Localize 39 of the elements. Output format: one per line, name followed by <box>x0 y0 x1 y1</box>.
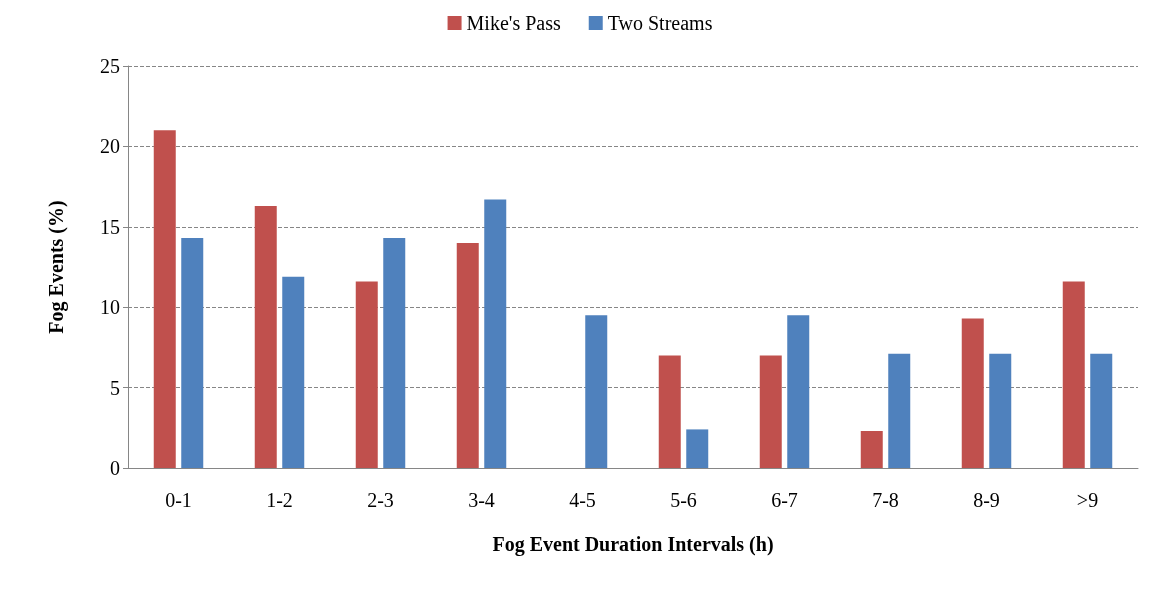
x-tick-label: 0-1 <box>165 489 192 511</box>
x-tick-label: 3-4 <box>468 489 495 511</box>
y-axis-title: Fog Events (%) <box>45 200 68 334</box>
legend-label: Mike's Pass <box>466 12 561 34</box>
bar <box>181 238 204 468</box>
bar <box>383 238 406 468</box>
y-tick-label: 25 <box>100 55 120 77</box>
bar <box>888 353 911 468</box>
x-tick-label: 7-8 <box>872 489 899 511</box>
bar <box>989 353 1012 468</box>
bar <box>153 130 176 468</box>
x-tick-label: 1-2 <box>266 489 293 511</box>
bar <box>254 205 277 468</box>
legend-label: Two Streams <box>607 12 713 34</box>
bar <box>456 242 479 468</box>
x-tick-label: 8-9 <box>973 489 1000 511</box>
x-tick-label: 6-7 <box>771 489 798 511</box>
y-tick-label: 5 <box>110 376 120 399</box>
y-tick-label: 10 <box>100 296 120 319</box>
bar <box>282 276 305 468</box>
x-axis-title: Fog Event Duration Intervals (h) <box>492 533 774 556</box>
x-tick-label: 4-5 <box>569 489 596 511</box>
bar <box>355 281 378 468</box>
bar <box>961 318 984 468</box>
bar <box>484 199 507 468</box>
bar <box>585 315 608 468</box>
bar <box>759 355 782 468</box>
x-tick-label: 2-3 <box>367 489 394 511</box>
y-tick-label: 15 <box>100 215 120 238</box>
x-tick-label: >9 <box>1076 489 1099 511</box>
bar <box>787 315 810 468</box>
y-tick-label: 20 <box>100 135 120 158</box>
bar <box>686 429 709 468</box>
bar <box>1062 281 1085 468</box>
bar <box>658 355 681 468</box>
bar <box>1090 353 1113 468</box>
y-tick-label: 0 <box>110 457 120 479</box>
bar <box>860 431 883 468</box>
x-tick-label: 5-6 <box>670 489 697 511</box>
